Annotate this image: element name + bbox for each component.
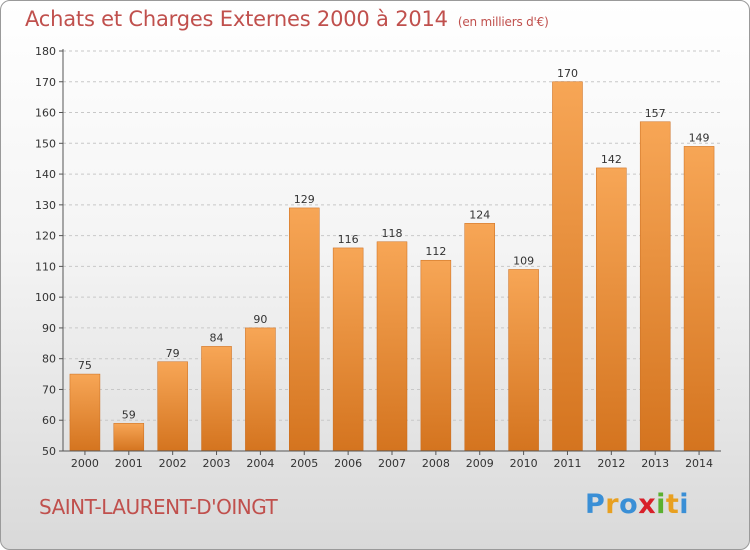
bar [157, 361, 188, 452]
proxiti-logo: Proxiti [585, 489, 689, 520]
y-tick-label: 150 [35, 137, 56, 150]
bar-value-label: 149 [689, 131, 710, 144]
y-tick-label: 140 [35, 168, 56, 181]
bar [639, 121, 671, 452]
bar [113, 423, 145, 452]
y-tick-label: 100 [35, 291, 56, 304]
y-tick-label: 50 [42, 445, 56, 458]
y-tick-label: 70 [42, 383, 56, 396]
x-tick-label: 2006 [334, 457, 362, 470]
x-tick-label: 2007 [378, 457, 406, 470]
x-tick-label: 2004 [246, 457, 274, 470]
bar-value-label: 116 [338, 233, 359, 246]
x-tick-label: 2001 [115, 457, 143, 470]
title-text: Achats et Charges Externes 2000 à 2014 [25, 7, 448, 31]
bar-value-label: 84 [210, 331, 224, 344]
bar-value-label: 142 [601, 153, 622, 166]
bar [420, 259, 452, 452]
x-tick-label: 2012 [597, 457, 625, 470]
x-tick-label: 2011 [553, 457, 581, 470]
x-tick-label: 2005 [290, 457, 318, 470]
bar-value-label: 59 [122, 408, 136, 421]
logo-letter: P [585, 489, 606, 520]
x-tick-label: 2008 [422, 457, 450, 470]
x-tick-label: 2003 [203, 457, 231, 470]
y-tick-label: 170 [35, 76, 56, 89]
logo-letter: o [619, 489, 639, 520]
bar-value-label: 109 [513, 254, 534, 267]
commune-name: SAINT-LAURENT-D'OINGT [39, 495, 278, 519]
y-tick-label: 120 [35, 230, 56, 243]
x-tick-label: 2010 [510, 457, 538, 470]
x-tick-label: 2013 [641, 457, 669, 470]
title-unit: (en milliers d'€) [457, 15, 549, 29]
chart-title: Achats et Charges Externes 2000 à 2014 (e… [25, 7, 549, 31]
y-tick-label: 80 [42, 353, 56, 366]
x-tick-label: 2002 [159, 457, 187, 470]
y-tick-label: 90 [42, 322, 56, 335]
bar-value-label: 124 [469, 208, 490, 221]
x-tick-label: 2009 [466, 457, 494, 470]
logo-letter: x [638, 489, 657, 520]
bar [376, 241, 408, 452]
x-tick-label: 2014 [685, 457, 713, 470]
logo-letter: t [665, 489, 680, 520]
bar-value-label: 118 [382, 227, 403, 240]
logo-letter: i [656, 489, 666, 520]
y-tick-label: 60 [42, 414, 56, 427]
logo-letter: i [679, 489, 690, 520]
bar [552, 81, 583, 452]
bar [69, 373, 101, 452]
bar [683, 146, 715, 452]
y-tick-label: 160 [35, 107, 56, 120]
bar-value-label: 112 [425, 245, 446, 258]
bar-value-label: 90 [253, 313, 267, 326]
logo-letter: r [605, 489, 620, 520]
bar-value-label: 75 [78, 359, 92, 372]
bar [464, 223, 495, 452]
bar-value-label: 129 [294, 193, 315, 206]
bar-value-label: 79 [166, 347, 180, 360]
x-tick-label: 2000 [71, 457, 99, 470]
y-tick-label: 130 [35, 199, 56, 212]
bar [245, 327, 276, 452]
bar [289, 207, 320, 452]
bar-value-label: 157 [645, 107, 666, 120]
bar [508, 269, 539, 452]
y-tick-label: 110 [35, 260, 56, 273]
bar-value-label: 170 [557, 67, 578, 80]
bar [201, 346, 232, 452]
y-tick-label: 180 [35, 45, 56, 58]
bar [332, 247, 364, 452]
bar [596, 167, 627, 452]
